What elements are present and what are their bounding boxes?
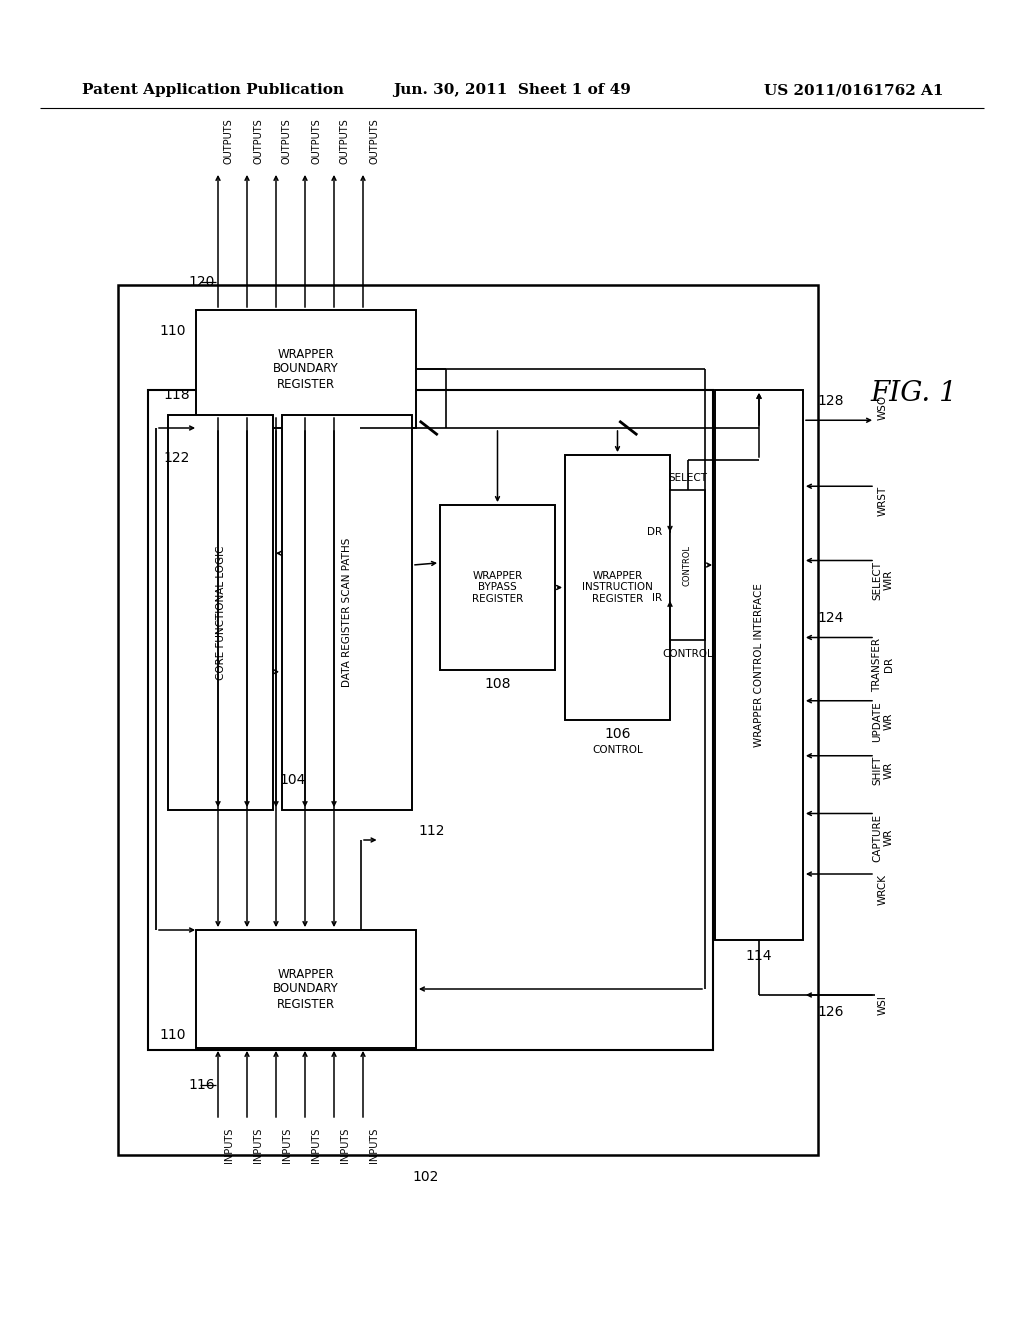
Text: CORE FUNCTIONAL LOGIC: CORE FUNCTIONAL LOGIC bbox=[215, 545, 225, 680]
Text: 122: 122 bbox=[164, 451, 190, 465]
Text: OUTPUTS: OUTPUTS bbox=[340, 119, 350, 164]
Text: TRANSFER
DR: TRANSFER DR bbox=[872, 638, 894, 692]
Text: OUTPUTS: OUTPUTS bbox=[369, 119, 379, 164]
Text: DATA REGISTER SCAN PATHS: DATA REGISTER SCAN PATHS bbox=[342, 537, 352, 688]
Text: US 2011/0161762 A1: US 2011/0161762 A1 bbox=[765, 83, 944, 96]
Text: SELECT
WIR: SELECT WIR bbox=[872, 561, 894, 599]
Text: WRAPPER CONTROL INTERFACE: WRAPPER CONTROL INTERFACE bbox=[754, 583, 764, 747]
Text: WRAPPER
INSTRUCTION
REGISTER: WRAPPER INSTRUCTION REGISTER bbox=[582, 570, 653, 605]
Text: 108: 108 bbox=[484, 677, 511, 690]
Text: 124: 124 bbox=[817, 611, 844, 626]
Bar bbox=[670, 490, 705, 640]
Text: OUTPUTS: OUTPUTS bbox=[253, 119, 263, 164]
Text: WRAPPER
BOUNDARY
REGISTER: WRAPPER BOUNDARY REGISTER bbox=[273, 347, 339, 391]
Bar bbox=[168, 414, 273, 810]
Text: SHIFT
WR: SHIFT WR bbox=[872, 756, 894, 785]
Text: 110: 110 bbox=[160, 1028, 186, 1041]
Bar bbox=[282, 414, 412, 810]
Text: 116: 116 bbox=[188, 1078, 215, 1092]
Bar bbox=[196, 931, 416, 1048]
Text: WRAPPER
BYPASS
REGISTER: WRAPPER BYPASS REGISTER bbox=[472, 570, 523, 605]
Text: 120: 120 bbox=[188, 275, 214, 289]
Bar bbox=[196, 310, 416, 428]
Text: DR: DR bbox=[647, 527, 662, 537]
Text: INPUTS: INPUTS bbox=[253, 1129, 263, 1163]
Bar bbox=[148, 389, 713, 1049]
Text: Jun. 30, 2011  Sheet 1 of 49: Jun. 30, 2011 Sheet 1 of 49 bbox=[393, 83, 631, 96]
Text: WRCK: WRCK bbox=[878, 874, 888, 906]
Bar bbox=[715, 389, 803, 940]
Text: WSO: WSO bbox=[878, 395, 888, 420]
Text: CONTROL: CONTROL bbox=[592, 744, 643, 755]
Text: OUTPUTS: OUTPUTS bbox=[311, 119, 321, 164]
Text: WSI: WSI bbox=[878, 995, 888, 1015]
Text: IR: IR bbox=[652, 593, 662, 603]
Text: WRST: WRST bbox=[878, 486, 888, 516]
Text: INPUTS: INPUTS bbox=[311, 1129, 321, 1163]
Text: 126: 126 bbox=[817, 1005, 844, 1019]
Text: UPDATE
WR: UPDATE WR bbox=[872, 701, 894, 742]
Text: CONTROL: CONTROL bbox=[663, 649, 713, 659]
Text: CAPTURE
WR: CAPTURE WR bbox=[872, 813, 894, 862]
Text: INPUTS: INPUTS bbox=[282, 1129, 292, 1163]
Text: 104: 104 bbox=[279, 774, 305, 787]
Bar bbox=[118, 285, 818, 1155]
Text: 128: 128 bbox=[817, 395, 844, 408]
Text: 118: 118 bbox=[164, 388, 190, 403]
Text: OUTPUTS: OUTPUTS bbox=[282, 119, 292, 164]
Bar bbox=[440, 506, 555, 671]
Text: 114: 114 bbox=[745, 949, 772, 964]
Text: 110: 110 bbox=[160, 323, 186, 338]
Text: 102: 102 bbox=[413, 1170, 439, 1184]
Text: WRAPPER
BOUNDARY
REGISTER: WRAPPER BOUNDARY REGISTER bbox=[273, 968, 339, 1011]
Text: Patent Application Publication: Patent Application Publication bbox=[82, 83, 344, 96]
Text: FIG. 1: FIG. 1 bbox=[870, 380, 956, 407]
Text: CONTROL: CONTROL bbox=[683, 544, 692, 586]
Text: 112: 112 bbox=[418, 824, 444, 838]
Text: INPUTS: INPUTS bbox=[224, 1129, 234, 1163]
Bar bbox=[565, 455, 670, 719]
Text: INPUTS: INPUTS bbox=[369, 1129, 379, 1163]
Text: SELECT: SELECT bbox=[668, 473, 707, 483]
Text: INPUTS: INPUTS bbox=[340, 1129, 350, 1163]
Text: OUTPUTS: OUTPUTS bbox=[224, 119, 234, 164]
Text: 106: 106 bbox=[604, 727, 631, 741]
